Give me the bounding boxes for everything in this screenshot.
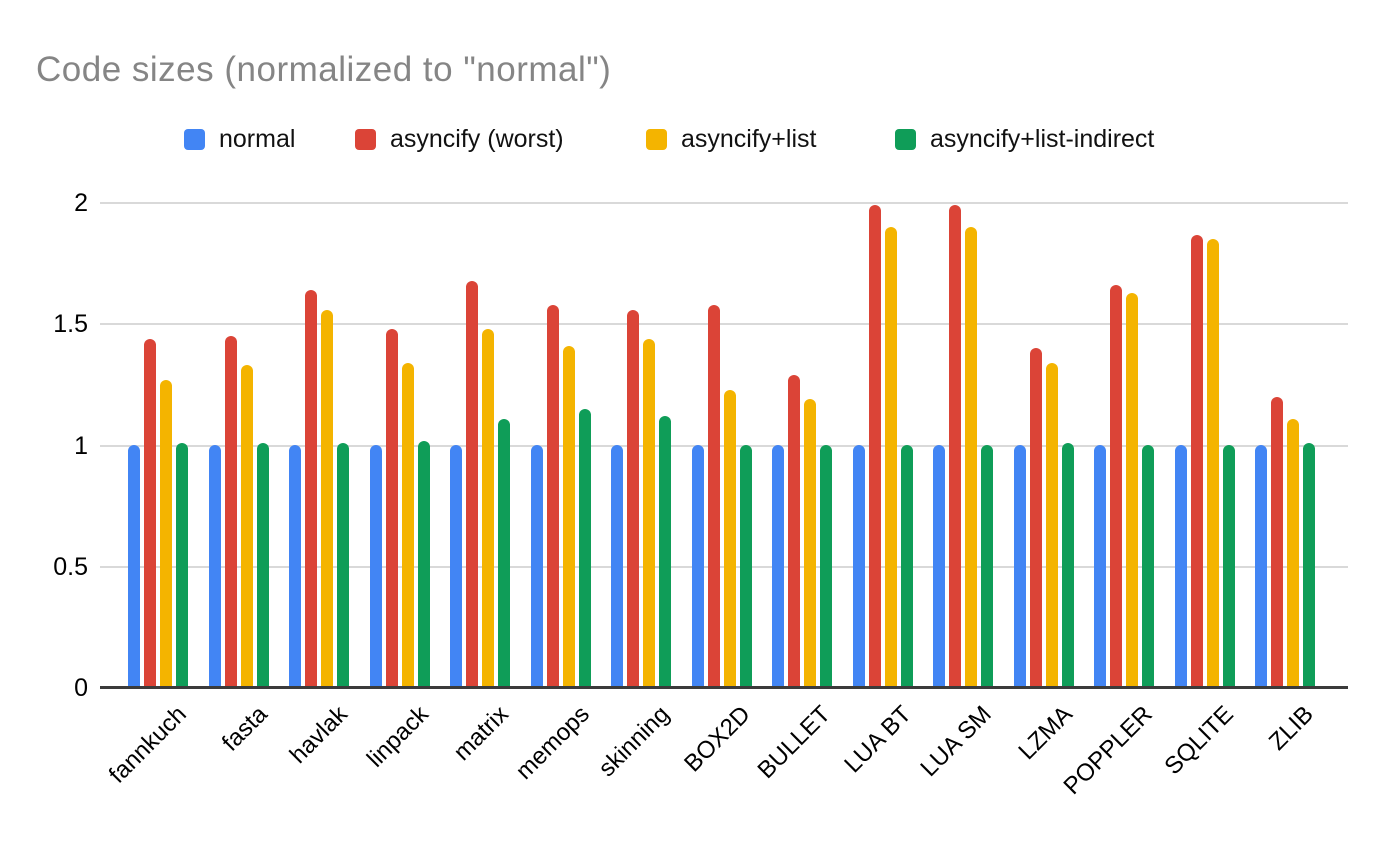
legend-item: asyncify+list: [646, 124, 817, 153]
legend-label: normal: [219, 124, 296, 153]
bar: [1014, 445, 1026, 688]
bar: [820, 445, 832, 688]
legend-item: asyncify+list-indirect: [895, 124, 1155, 153]
y-tick-label: 0: [74, 674, 88, 702]
bar: [225, 336, 237, 688]
legend-item: normal: [184, 124, 296, 153]
bar: [498, 419, 510, 688]
bar: [531, 445, 543, 688]
bar: [1046, 363, 1058, 688]
bar: [1191, 235, 1203, 688]
bar: [450, 445, 462, 688]
gridline: [100, 202, 1348, 204]
bar: [611, 445, 623, 688]
bar: [1175, 445, 1187, 688]
legend-swatch-icon: [184, 128, 205, 150]
bar: [337, 443, 349, 688]
bar: [692, 445, 704, 688]
bar: [418, 441, 430, 688]
bar: [788, 375, 800, 688]
bar: [547, 305, 559, 688]
bar: [305, 290, 317, 688]
x-category-label: fannkuch: [103, 700, 192, 789]
y-tick-label: 1.5: [53, 310, 88, 339]
bar: [128, 445, 140, 688]
y-tick-label: 1: [74, 431, 88, 460]
bar: [869, 205, 881, 688]
bar: [740, 445, 752, 688]
bar: [981, 445, 993, 688]
bar: [482, 329, 494, 688]
bar: [1126, 293, 1138, 688]
bar: [901, 445, 913, 688]
bar: [627, 310, 639, 688]
bar: [885, 227, 897, 688]
bar: [965, 227, 977, 688]
bar: [1062, 443, 1074, 688]
bar: [563, 346, 575, 688]
legend-swatch-icon: [646, 128, 667, 150]
bar: [724, 390, 736, 688]
bar: [1223, 445, 1235, 688]
bar: [241, 365, 253, 688]
bar: [257, 443, 269, 688]
bar: [1271, 397, 1283, 688]
bar: [659, 416, 671, 688]
bar: [643, 339, 655, 688]
legend-label: asyncify+list-indirect: [930, 124, 1155, 153]
y-tick-label: 0.5: [53, 552, 88, 581]
legend-label: asyncify+list: [681, 124, 817, 153]
bar: [708, 305, 720, 688]
bar: [386, 329, 398, 688]
bar: [160, 380, 172, 688]
bar: [289, 445, 301, 688]
bar: [209, 445, 221, 688]
gridline: [100, 323, 1348, 326]
bar: [466, 281, 478, 688]
bar: [949, 205, 961, 688]
bar: [321, 310, 333, 688]
bar: [1207, 239, 1219, 688]
y-tick-label: 2: [74, 189, 88, 217]
bar: [144, 339, 156, 688]
chart-title: Code sizes (normalized to "normal"): [36, 50, 612, 89]
bar: [370, 445, 382, 688]
bar: [1303, 443, 1315, 688]
legend-swatch-icon: [355, 128, 376, 150]
bar: [402, 363, 414, 688]
bar: [804, 399, 816, 688]
bar: [1110, 285, 1122, 688]
bar: [1255, 445, 1267, 688]
bar: [1142, 445, 1154, 688]
bar: [772, 445, 784, 688]
bar: [853, 445, 865, 688]
bar: [933, 445, 945, 688]
legend-item: asyncify (worst): [355, 124, 564, 153]
legend-label: asyncify (worst): [390, 124, 564, 153]
bar: [176, 443, 188, 688]
bar: [579, 409, 591, 688]
bar: [1030, 348, 1042, 688]
x-axis-line: [100, 686, 1348, 689]
legend-swatch-icon: [895, 128, 916, 150]
bar: [1094, 445, 1106, 688]
bar: [1287, 419, 1299, 688]
